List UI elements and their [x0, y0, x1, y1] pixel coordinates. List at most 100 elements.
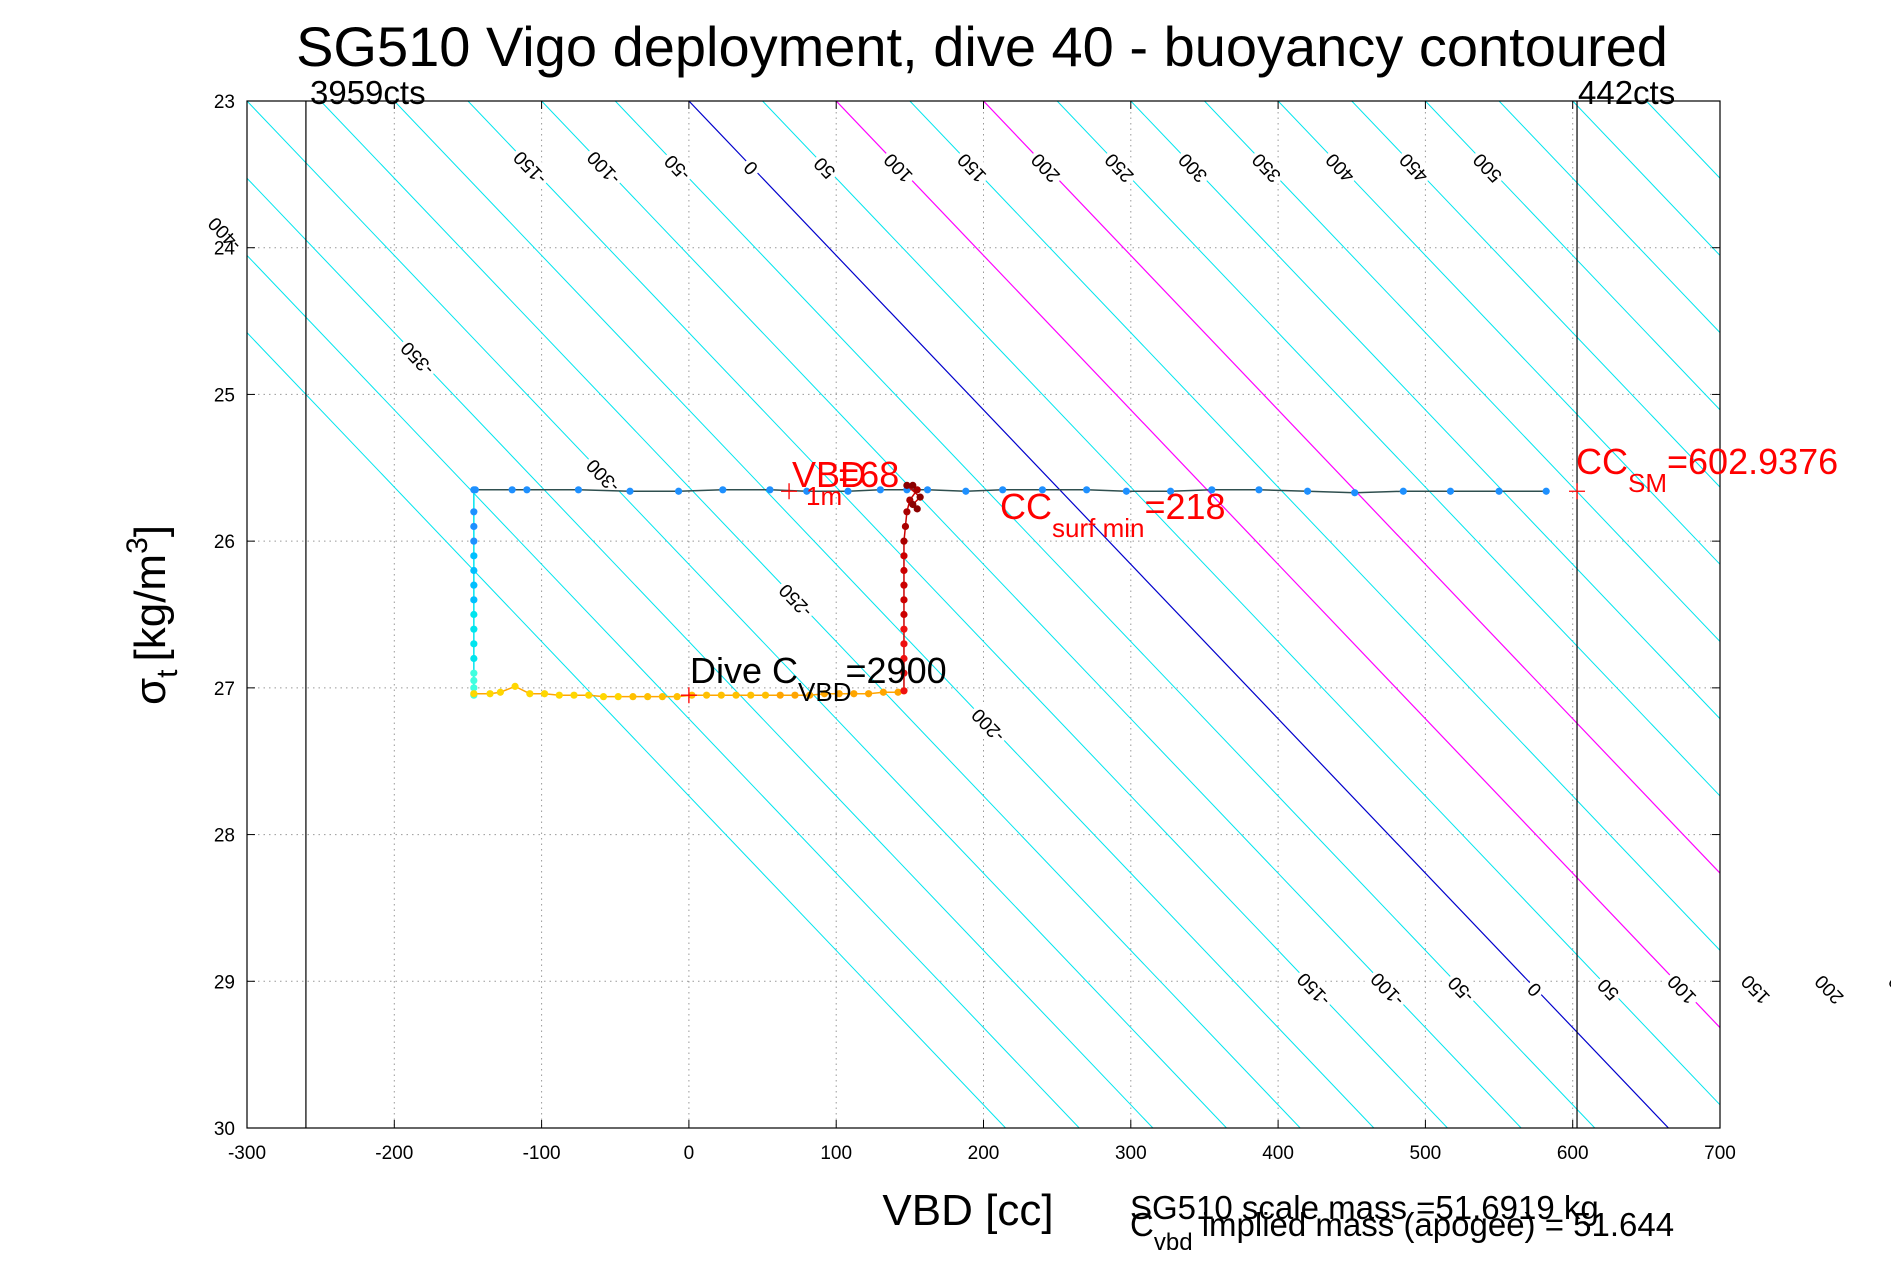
contour-label-bg [1393, 145, 1436, 189]
data-point [766, 486, 774, 494]
data-point [1446, 487, 1455, 495]
contour-label-bg [877, 145, 921, 189]
data-point [999, 486, 1007, 494]
contour-label-bg [807, 149, 843, 186]
data-point [913, 486, 921, 494]
vbd-1m-main: VBD [792, 454, 866, 495]
data-point [599, 693, 608, 701]
data-point [732, 691, 740, 699]
contour-line [1498, 101, 1720, 334]
data-point [470, 537, 478, 545]
count-label-right: 442cts [1578, 74, 1675, 111]
data-point [903, 508, 911, 516]
data-point [614, 693, 622, 701]
data-point [511, 682, 519, 690]
contour-label-bg [580, 143, 628, 192]
contour-line [247, 254, 1080, 1128]
y-tick-label: 28 [214, 826, 235, 847]
contour-label-bg [1734, 967, 1778, 1011]
contour-label-bg [1245, 145, 1289, 189]
contour-line [1425, 101, 1720, 411]
data-point [1208, 486, 1216, 494]
contour-line [393, 101, 1375, 1128]
x-tick-label: -100 [523, 1143, 561, 1164]
contour-line [1056, 101, 1720, 797]
vbd-1m-sub: 1m [806, 481, 842, 511]
contour-line [909, 101, 1720, 952]
x-tick-label: 0 [684, 1143, 695, 1164]
data-point [1495, 487, 1503, 495]
cvbd-mass-note: Cvbd implied mass (apogee) = 51.644 [1130, 1206, 1674, 1256]
data-point [508, 486, 516, 494]
data-point [526, 690, 534, 698]
x-tick-label: -200 [375, 1143, 413, 1164]
contour-line [1277, 101, 1720, 566]
contour-line [247, 331, 1006, 1128]
y-label-sup: 3 [121, 537, 154, 554]
contour-line [247, 101, 1227, 1128]
data-point [900, 669, 908, 677]
cc-surf-main: CC [1000, 486, 1052, 527]
data-point [916, 493, 924, 501]
contour-line [835, 101, 1720, 1029]
cc-sm-tail: =602.9376 [1667, 441, 1838, 482]
data-point [900, 687, 908, 695]
contour-label-bg [1024, 145, 1068, 189]
reference-markers [680, 483, 1586, 704]
data-point [900, 552, 908, 560]
data-point [776, 691, 784, 699]
contour-label-bg [965, 701, 1013, 749]
x-axis-label: VBD [cc] [882, 1186, 1053, 1235]
y-tick-label: 29 [214, 972, 235, 993]
data-point [470, 566, 478, 575]
data-point [900, 625, 908, 633]
data-point [470, 625, 478, 633]
data-point [719, 486, 727, 494]
contour-label-bg [1098, 145, 1142, 189]
data-point [879, 688, 887, 696]
y-label-sub: t [151, 669, 184, 678]
data-point [900, 537, 908, 545]
data-point [913, 505, 921, 513]
cc-sm-main: CC [1576, 441, 1628, 482]
data-point [470, 676, 478, 685]
data-point [900, 596, 908, 604]
contour-label-bg [1521, 975, 1550, 1003]
data-point [470, 522, 478, 531]
scale-mass-note: SG510 scale mass =51.6919 kg [1130, 1189, 1599, 1226]
cc-sm-annotation: CCSM=602.9376 [1576, 441, 1838, 498]
contour-line [1204, 101, 1720, 643]
contour-label-bg [737, 153, 766, 182]
contour-label-bg [1290, 965, 1338, 1013]
data-point [585, 691, 593, 699]
cc-surf-annotation: CCsurf min=218 [1000, 486, 1226, 543]
cc-surf-sub: surf min [1052, 513, 1144, 543]
data-point [523, 486, 531, 494]
data-point [876, 486, 884, 494]
y-tick-label: 23 [214, 92, 235, 113]
data-point [1303, 487, 1312, 495]
x-tick-label: 300 [1115, 1143, 1147, 1164]
count-lines [305, 101, 1578, 1128]
cvbd-sub: vbd [1154, 1229, 1193, 1256]
data-point [1038, 486, 1047, 494]
contour-label-bg [1661, 967, 1704, 1011]
data-point [496, 688, 504, 696]
data-point [470, 640, 478, 648]
contour-line [467, 101, 1448, 1128]
data-point [844, 487, 852, 495]
contour-line [762, 101, 1720, 1106]
contour-label-bg [1319, 145, 1363, 189]
buoyancy-contours [247, 101, 1720, 1128]
data-point [717, 691, 725, 699]
contour-label-bg [579, 451, 628, 500]
data-point [644, 693, 652, 701]
data-point [1542, 487, 1550, 495]
cc-sm-sub: SM [1628, 468, 1667, 498]
data-point [470, 610, 478, 619]
contour-label-bg [657, 147, 698, 188]
data-point [803, 487, 811, 495]
contour-label-bg [394, 334, 442, 382]
data-point [702, 691, 711, 699]
